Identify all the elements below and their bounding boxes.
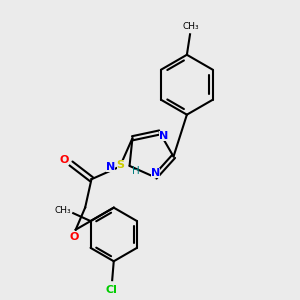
Text: O: O [60, 155, 69, 165]
Text: N: N [159, 131, 168, 141]
Text: H: H [132, 167, 140, 176]
Text: S: S [117, 160, 125, 170]
Text: Cl: Cl [106, 285, 118, 295]
Text: N: N [106, 162, 115, 172]
Text: N: N [151, 168, 160, 178]
Text: CH₃: CH₃ [54, 206, 71, 215]
Text: O: O [69, 232, 79, 242]
Text: CH₃: CH₃ [182, 22, 199, 31]
